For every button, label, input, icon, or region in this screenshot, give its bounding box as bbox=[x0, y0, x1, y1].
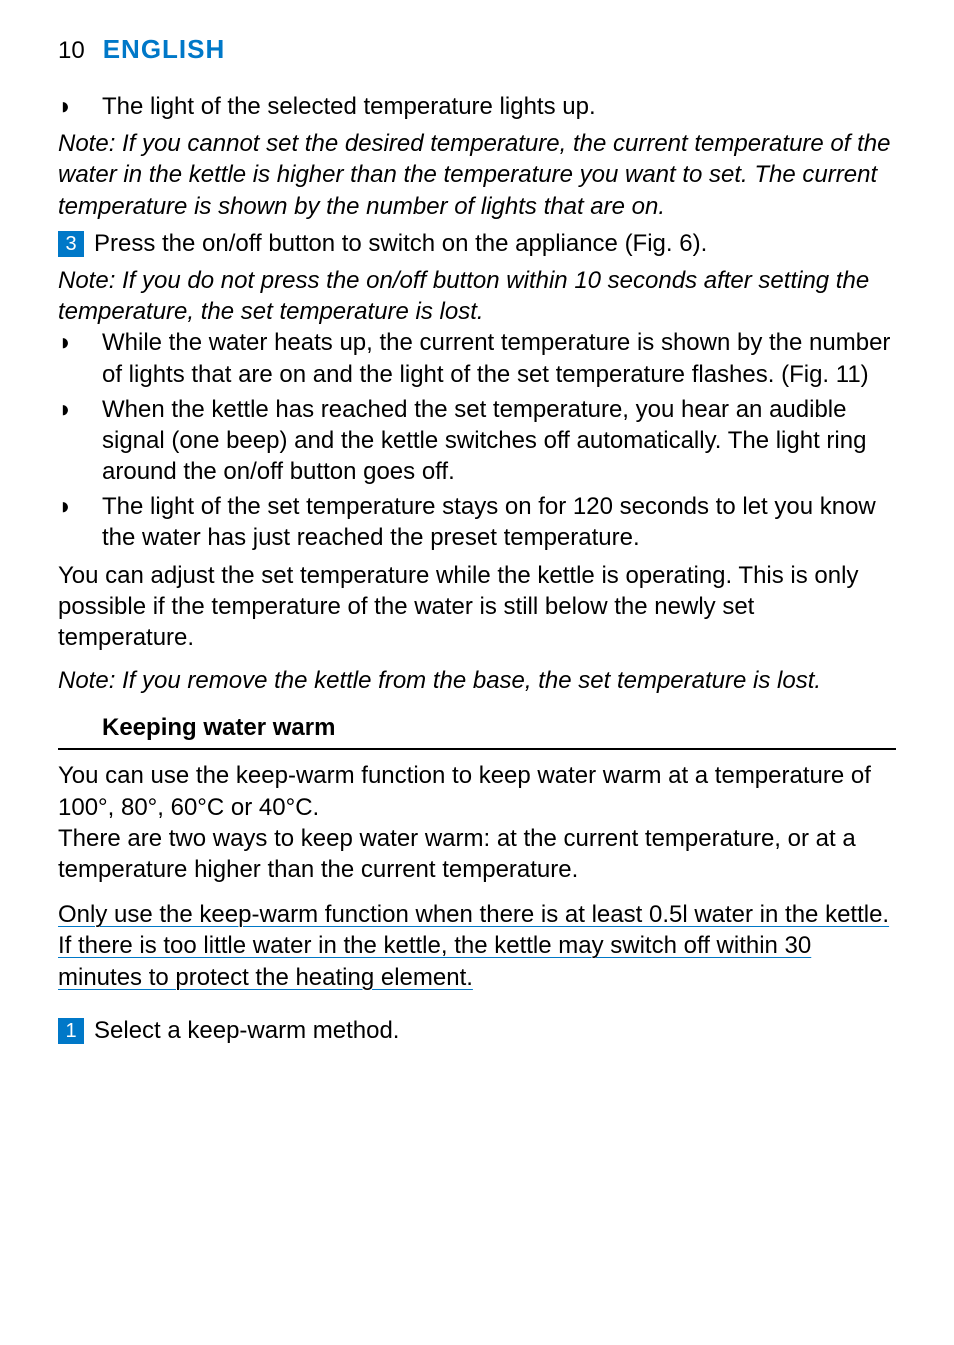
step-3: 3 Press the on/off button to switch on t… bbox=[58, 228, 896, 259]
note-text: Note: If you cannot set the desired temp… bbox=[58, 128, 896, 222]
bullet-icon: ◗ bbox=[58, 327, 102, 389]
list-item-text: While the water heats up, the current te… bbox=[102, 327, 896, 389]
list-item: ◗ The light of the set temperature stays… bbox=[58, 491, 896, 553]
warning-text: Only use the keep-warm function when the… bbox=[58, 901, 889, 990]
section-rule bbox=[58, 748, 896, 750]
step-text: Press the on/off button to switch on the… bbox=[94, 228, 896, 259]
section-heading: Keeping water warm bbox=[102, 714, 896, 746]
bullet-list-top: ◗ The light of the selected temperature … bbox=[58, 91, 896, 122]
list-item-text: The light of the selected temperature li… bbox=[102, 91, 896, 122]
body-paragraph: There are two ways to keep water warm: a… bbox=[58, 823, 896, 885]
list-item: ◗ While the water heats up, the current … bbox=[58, 327, 896, 389]
manual-page: 10 ENGLISH ◗ The light of the selected t… bbox=[0, 0, 954, 1345]
bullet-icon: ◗ bbox=[58, 91, 102, 122]
body-paragraph: You can adjust the set temperature while… bbox=[58, 560, 896, 654]
list-item-text: The light of the set temperature stays o… bbox=[102, 491, 896, 553]
step-number-box: 3 bbox=[58, 231, 84, 257]
warning-paragraph: Only use the keep-warm function when the… bbox=[58, 899, 896, 993]
bullet-icon: ◗ bbox=[58, 491, 102, 553]
list-item-text: When the kettle has reached the set temp… bbox=[102, 394, 896, 488]
bullet-list-mid: ◗ While the water heats up, the current … bbox=[58, 327, 896, 553]
step-number-box: 1 bbox=[58, 1018, 84, 1044]
language-title: ENGLISH bbox=[103, 34, 226, 65]
body-paragraph: You can use the keep-warm function to ke… bbox=[58, 760, 896, 822]
step-text: Select a keep-warm method. bbox=[94, 1015, 896, 1046]
list-item: ◗ When the kettle has reached the set te… bbox=[58, 394, 896, 488]
page-header: 10 ENGLISH bbox=[58, 34, 896, 65]
note-text: Note: If you do not press the on/off but… bbox=[58, 265, 896, 327]
bullet-icon: ◗ bbox=[58, 394, 102, 488]
section-heading-block: Keeping water warm bbox=[58, 714, 896, 750]
page-number: 10 bbox=[58, 37, 85, 65]
step-1: 1 Select a keep-warm method. bbox=[58, 1015, 896, 1046]
note-text: Note: If you remove the kettle from the … bbox=[58, 665, 896, 696]
list-item: ◗ The light of the selected temperature … bbox=[58, 91, 896, 122]
